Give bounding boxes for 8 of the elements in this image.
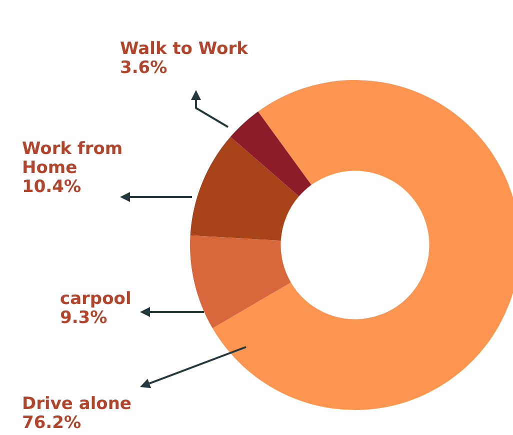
data-label: 10.4% bbox=[22, 177, 82, 197]
data-label: 76.2% bbox=[22, 413, 82, 433]
slice-label: carpool bbox=[60, 289, 132, 309]
data-label: 3.6% bbox=[120, 58, 168, 78]
slice-label: Drive alone bbox=[22, 394, 132, 414]
slice-label: Walk to Work bbox=[120, 39, 249, 59]
slice-label: Work from Home bbox=[22, 139, 124, 178]
data-label: 9.3% bbox=[60, 308, 108, 328]
